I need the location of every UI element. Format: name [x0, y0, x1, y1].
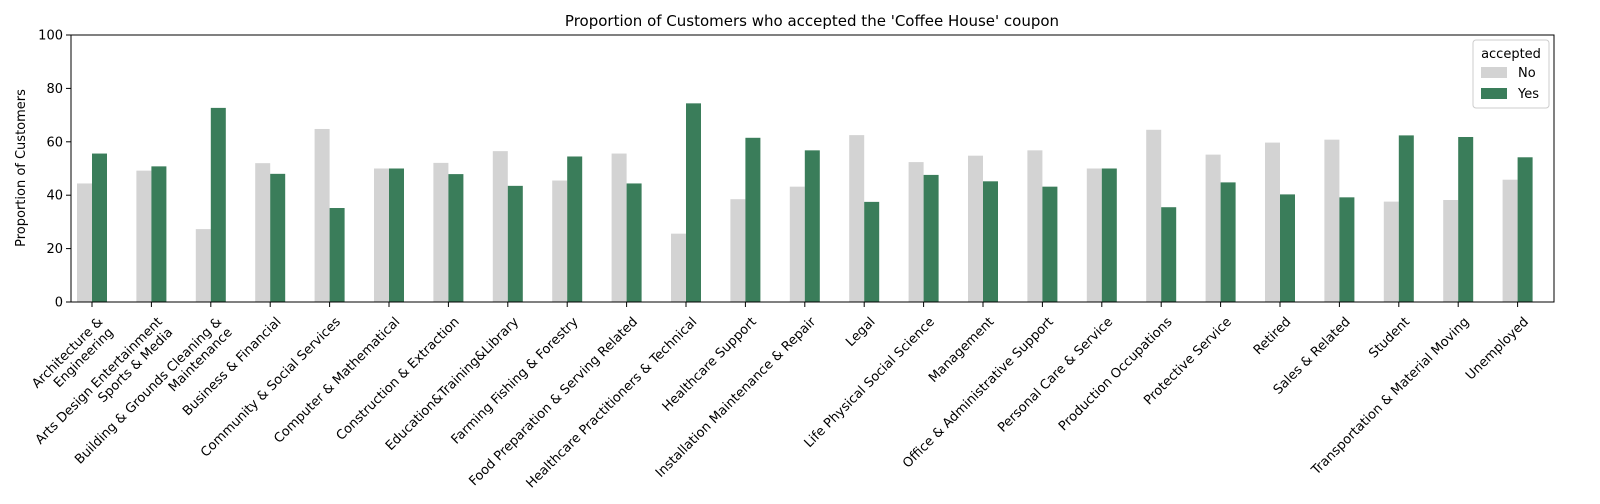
bar-yes-17	[1101, 168, 1117, 302]
bar-no-23	[1443, 200, 1459, 302]
y-tick-label-1: 20	[46, 242, 63, 257]
legend: accepted No Yes	[1472, 39, 1550, 109]
plot-frame	[70, 34, 1555, 303]
bar-yes-10	[686, 103, 701, 303]
legend-label-yes: Yes	[1517, 87, 1539, 102]
bar-yes-21	[1339, 197, 1355, 302]
bar-no-1	[136, 170, 152, 302]
y-tick-label-3: 60	[46, 135, 63, 150]
x-tick-label-8: Farming Fishing & Forestry	[449, 314, 582, 447]
x-tick-label-22: Student	[1366, 315, 1413, 362]
x-tick-label-18: Production Occupations	[1056, 315, 1176, 435]
x-tick-label-24: Unemployed	[1463, 315, 1532, 384]
y-axis: 0 20 40 60 80 100	[38, 29, 71, 311]
bar-no-15	[968, 155, 983, 302]
bar-no-22	[1383, 201, 1399, 302]
bar-no-3	[255, 163, 271, 302]
y-axis-label: Proportion of Customers	[14, 89, 29, 247]
x-tick-label-14: Life Physical Social Science	[802, 315, 938, 451]
bar-yes-9	[626, 183, 642, 302]
bar-yes-23	[1458, 136, 1474, 302]
bar-no-0	[77, 183, 92, 302]
bar-yes-4	[329, 208, 345, 302]
bar-no-4	[314, 128, 330, 302]
bar-yes-1	[151, 166, 167, 302]
y-tick-label-0: 0	[55, 296, 63, 311]
bar-yes-3	[270, 173, 286, 302]
bar-yes-13	[864, 201, 880, 302]
x-tick-label-13: Legal	[843, 315, 878, 350]
bar-yes-20	[1280, 194, 1295, 302]
bar-yes-11	[745, 137, 761, 302]
bar-no-13	[849, 135, 865, 302]
bar-no-9	[611, 153, 627, 302]
bar-yes-22	[1398, 135, 1414, 302]
y-tick-label-5: 100	[38, 29, 63, 44]
bar-no-7	[492, 151, 508, 302]
legend-title: accepted	[1481, 47, 1541, 62]
y-tick-label-2: 40	[46, 189, 63, 204]
bar-no-20	[1265, 142, 1280, 302]
bar-yes-14	[923, 174, 939, 302]
bar-yes-8	[567, 156, 583, 302]
bar-no-16	[1027, 150, 1043, 302]
bar-no-2	[195, 229, 211, 302]
bar-no-14	[908, 162, 924, 302]
bar-no-24	[1502, 179, 1518, 302]
legend-label-no: No	[1518, 66, 1536, 81]
bar-no-18	[1146, 129, 1162, 302]
bar-yes-2	[210, 107, 226, 303]
y-tick-label-4: 80	[46, 82, 63, 97]
bar-yes-19	[1220, 182, 1236, 302]
bar-yes-24	[1517, 157, 1533, 302]
x-tick-label-6: Construction & Extraction	[334, 315, 463, 444]
bars-layer	[77, 103, 1533, 303]
bar-yes-6	[448, 174, 464, 302]
bar-no-12	[789, 186, 805, 302]
bar-yes-18	[1161, 207, 1177, 302]
bar-yes-5	[389, 168, 404, 302]
bar-no-21	[1324, 139, 1340, 302]
bar-yes-0	[92, 153, 107, 302]
bar-yes-16	[1042, 186, 1058, 302]
bar-yes-15	[983, 181, 998, 302]
x-tick-label-17: Personal Care & Service	[995, 315, 1116, 436]
chart-title: Proportion of Customers who accepted the…	[565, 12, 1059, 30]
x-tick-label-5: Computer & Mathematical	[271, 315, 403, 447]
bar-no-10	[671, 233, 686, 302]
legend-swatch-no	[1481, 67, 1507, 78]
bar-no-11	[730, 199, 746, 302]
bar-no-17	[1086, 168, 1102, 302]
bar-no-8	[552, 180, 568, 302]
bar-no-19	[1205, 154, 1221, 302]
bar-no-6	[433, 162, 449, 302]
x-tick-label-20: Retired	[1251, 315, 1294, 358]
bar-yes-7	[507, 185, 523, 302]
bar-yes-12	[804, 150, 820, 302]
bar-no-5	[374, 168, 389, 302]
legend-swatch-yes	[1481, 88, 1507, 99]
